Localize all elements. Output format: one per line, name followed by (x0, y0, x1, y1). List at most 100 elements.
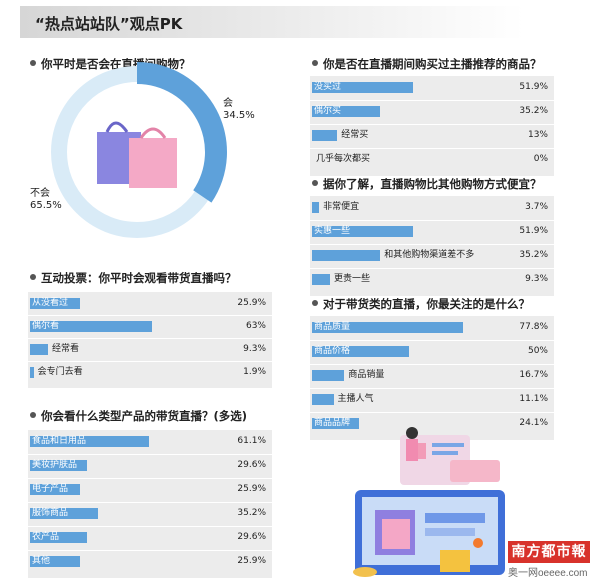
bar-label: 农产品 (32, 532, 60, 542)
chart-panel (310, 196, 554, 296)
bar-value: 35.2% (519, 106, 548, 116)
pie-label-no-value: 65.5% (30, 200, 62, 211)
chart-4-title: 据你了解，直播购物比其他购物方式便宜？ (312, 176, 542, 192)
page-title: “热点站站队”观点PK (35, 15, 183, 33)
bar-label: 从没看过 (32, 298, 69, 308)
envelope-icon (440, 550, 470, 572)
bar-value: 0% (533, 154, 548, 164)
bar-value: 9.3% (243, 344, 266, 354)
bar-label: 商品质量 (314, 322, 351, 332)
bar (312, 370, 345, 381)
bar-row: 美妆护肤品 29.6% (30, 458, 270, 472)
bar-value: 35.2% (237, 508, 266, 518)
bar (312, 250, 381, 261)
bar-value: 29.6% (237, 460, 266, 470)
shopping-illustration (353, 427, 505, 577)
bar-row: 食品和日用品 61.1% (30, 434, 270, 448)
bar-row: 偶尔买 35.2% (312, 104, 552, 118)
bar-label: 经常看 (52, 344, 80, 354)
site-logo: 奥一网oeeee.com (508, 568, 588, 579)
bar-label: 会专门去看 (37, 367, 83, 377)
bar-row: 偶尔看 63% (30, 319, 270, 333)
chart-title-text: 你会看什么类型产品的带货直播？(多选) (41, 409, 248, 423)
shopping-bag-icon (129, 138, 177, 188)
bar-row: 农产品 29.6% (30, 530, 270, 544)
row-divider (28, 550, 272, 551)
bullet-icon (30, 60, 36, 66)
bar-label: 电子产品 (32, 484, 69, 494)
bar-label: 其他 (32, 556, 51, 566)
bar (312, 226, 413, 237)
bar-row: 实惠一些 51.9% (312, 224, 552, 238)
row-divider (310, 268, 554, 269)
bullet-icon (30, 274, 36, 280)
row-divider (310, 244, 554, 245)
bar-row: 没买过 51.9% (312, 80, 552, 94)
bar-value: 11.1% (519, 394, 548, 404)
row-divider (28, 338, 272, 339)
bar-row: 非常便宜 3.7% (312, 200, 552, 214)
pie-label-yes-name: 会 (223, 98, 233, 109)
bullet-icon (312, 300, 318, 306)
bar (30, 508, 99, 519)
bar (312, 106, 381, 117)
bar-row: 经常买 13% (312, 128, 552, 142)
row-divider (310, 388, 554, 389)
bar-value: 9.3% (525, 274, 548, 284)
pie-label-no: 不会 65.5% (30, 188, 62, 212)
bar-value: 3.7% (525, 202, 548, 212)
row-divider (310, 124, 554, 125)
bar (312, 274, 331, 285)
bar-value: 13% (527, 130, 548, 140)
chart-5-title: 对于带货类的直播，你最关注的是什么？ (312, 296, 530, 312)
bar-row: 主播人气 11.1% (312, 392, 552, 406)
title-band (20, 6, 580, 38)
bar-value: 61.1% (237, 436, 266, 446)
bar-label: 食品和日用品 (32, 436, 87, 446)
bar-row: 其他 25.9% (30, 554, 270, 568)
row-divider (28, 361, 272, 362)
bar (312, 130, 338, 141)
pie-chart: 会 34.5% 不会 65.5% (25, 60, 285, 260)
bar (30, 484, 81, 495)
pie-label-yes-value: 34.5% (223, 110, 255, 121)
row-divider (28, 315, 272, 316)
bar (30, 321, 153, 332)
bar-label: 主播人气 (337, 394, 374, 404)
bar (30, 298, 81, 309)
chart-title-text: 互动投票：你平时会观看带货直播吗？ (41, 271, 237, 285)
bar (312, 346, 409, 357)
chart-title-text: 对于带货类的直播，你最关注的是什么？ (323, 297, 530, 311)
row-divider (28, 526, 272, 527)
bar-value: 25.9% (237, 484, 266, 494)
coins-icon (353, 567, 377, 577)
row-divider (310, 220, 554, 221)
bar (312, 322, 463, 333)
bar (30, 436, 149, 447)
bar-label: 几乎每次都买 (316, 154, 371, 164)
bar (30, 460, 88, 471)
bar-row: 更贵一些 9.3% (312, 272, 552, 286)
row-divider (310, 412, 554, 413)
row-divider (28, 454, 272, 455)
bar (30, 556, 81, 567)
bar-value: 1.9% (243, 367, 266, 377)
bar-value: 29.6% (237, 532, 266, 542)
row-divider (310, 364, 554, 365)
bar-label: 更贵一些 (334, 274, 371, 284)
bar-label: 和其他购物渠道差不多 (384, 250, 475, 260)
pie-slice-yes (137, 62, 227, 203)
bullet-icon (312, 60, 318, 66)
bar-row: 几乎每次都买 0% (312, 152, 552, 166)
bar-label: 没买过 (314, 82, 342, 92)
bar (30, 367, 34, 378)
bar-row: 电子产品 25.9% (30, 482, 270, 496)
bar-row: 商品价格 50% (312, 344, 552, 358)
chart-3-title: 你是否在直播期间购买过主播推荐的商品？ (312, 56, 542, 72)
bar-value: 25.9% (237, 298, 266, 308)
bar (312, 418, 359, 429)
pie-label-yes: 会 34.5% (223, 98, 255, 122)
bar-label: 商品销量 (348, 370, 385, 380)
bar-row: 会专门去看 1.9% (30, 365, 270, 379)
